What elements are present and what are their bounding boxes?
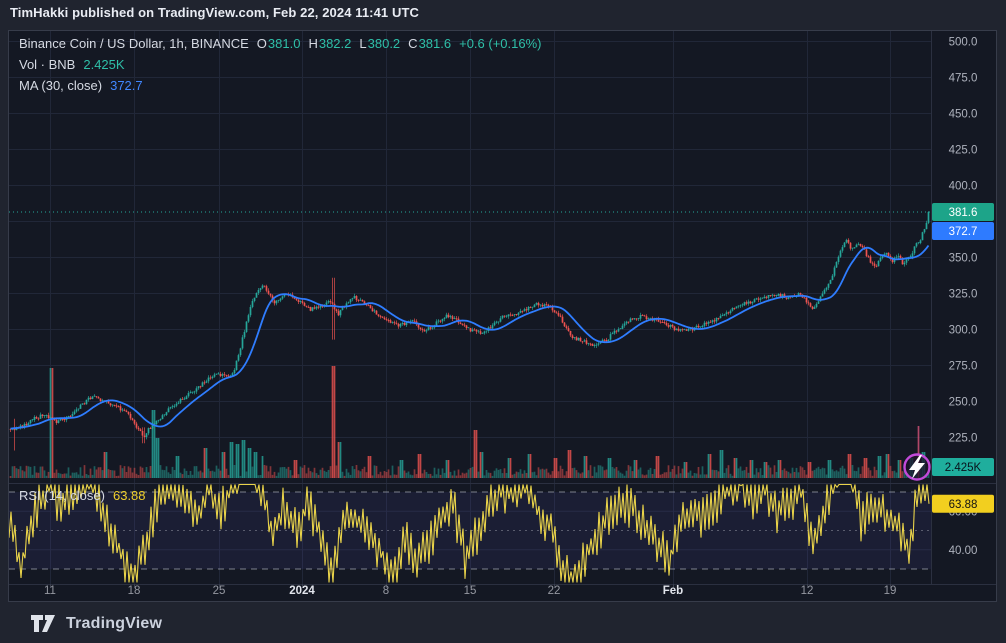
svg-text:325.0: 325.0 (949, 289, 978, 301)
footer-brand: TradingView (66, 614, 163, 632)
svg-text:25: 25 (213, 585, 226, 597)
svg-text:2024: 2024 (289, 585, 315, 597)
svg-text:225.0: 225.0 (949, 433, 978, 445)
footer-link[interactable]: TradingView (30, 614, 162, 633)
svg-text:8: 8 (383, 585, 389, 597)
svg-text:475.0: 475.0 (949, 73, 978, 85)
svg-text:63.88: 63.88 (949, 499, 978, 511)
last-price-badge: 381.6 (932, 202, 994, 221)
chart-area: 500.0 475.0 450.0 425.0 400.0 350.0 325.0 300.0… (8, 30, 997, 602)
svg-text:15: 15 (464, 585, 477, 597)
chart-canvas[interactable]: 500.0 475.0 450.0 425.0 400.0 350.0 325.0 300.0… (9, 31, 996, 601)
svg-text:300.0: 300.0 (949, 325, 978, 337)
rsi-line (9, 482, 930, 583)
attribution-text: TimHakki published on TradingView.com, F… (10, 5, 419, 20)
svg-text:450.0: 450.0 (949, 109, 978, 121)
ma-value-badge: 372.7 (932, 222, 994, 240)
volume-series (9, 366, 930, 478)
svg-text:2.425K: 2.425K (945, 462, 982, 474)
svg-text:250.0: 250.0 (949, 397, 978, 409)
svg-text:40.00: 40.00 (949, 545, 978, 557)
volume-value-badge: 2.425K (932, 458, 994, 476)
svg-text:19: 19 (884, 585, 897, 597)
price-axis[interactable]: 500.0 475.0 450.0 425.0 400.0 350.0 325.0 300.0… (949, 37, 978, 557)
svg-text:22: 22 (548, 585, 561, 597)
pane-separators (9, 31, 996, 585)
tradingview-logo-icon (31, 615, 55, 632)
svg-text:500.0: 500.0 (949, 37, 978, 49)
svg-text:11: 11 (44, 585, 56, 597)
rsi-band (9, 491, 931, 570)
svg-text:275.0: 275.0 (949, 361, 978, 373)
svg-text:18: 18 (128, 585, 141, 597)
svg-text:381.6: 381.6 (949, 207, 978, 219)
candlestick-series (9, 211, 930, 451)
svg-text:425.0: 425.0 (949, 145, 978, 157)
flash-icon[interactable] (903, 453, 931, 481)
svg-text:400.0: 400.0 (949, 181, 978, 193)
rsi-value-badge: 63.88 (932, 494, 994, 513)
svg-text:350.0: 350.0 (949, 253, 978, 265)
svg-text:12: 12 (801, 585, 814, 597)
svg-text:372.7: 372.7 (949, 226, 978, 238)
ma-line (10, 244, 930, 430)
svg-text:Feb: Feb (663, 585, 683, 597)
time-axis[interactable]: 11 18 25 2024 8 15 22 Feb 12 19 (44, 584, 896, 597)
